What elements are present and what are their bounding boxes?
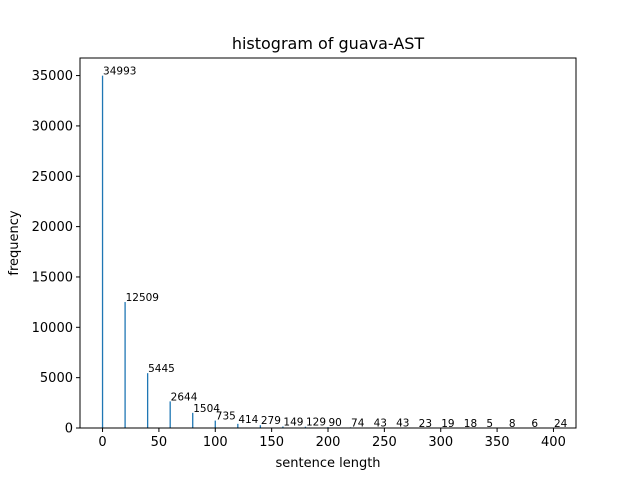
- bar-value-label: 414: [238, 414, 258, 426]
- bar-value-label: 129: [306, 417, 326, 429]
- x-tick-label: 200: [316, 435, 341, 450]
- bar: [282, 426, 284, 428]
- bar-value-label: 12509: [126, 292, 159, 304]
- bar-value-label: 6: [531, 418, 538, 430]
- bar: [214, 420, 216, 428]
- bar-value-label: 8: [509, 418, 516, 430]
- y-axis: 0 5000 10000 15000 20000 25000 30000 35000: [32, 69, 80, 437]
- plot-frame: [79, 57, 577, 429]
- y-tick-label: 0: [65, 422, 73, 437]
- bar-value-label: 74: [351, 417, 365, 429]
- bar-value-label: 90: [329, 417, 342, 429]
- x-tick-label: 150: [259, 435, 284, 450]
- y-tick-label: 20000: [32, 220, 73, 235]
- y-tick-label: 10000: [32, 321, 73, 336]
- bar-value-label: 18: [464, 418, 477, 430]
- bar-value-label: 34993: [103, 66, 136, 78]
- bar-value-label: 735: [216, 411, 236, 423]
- bar-value-label: 24: [554, 418, 568, 430]
- bar-value-label: 279: [261, 415, 281, 427]
- bar: [101, 75, 104, 428]
- bar-value-label: 2644: [171, 391, 198, 403]
- bar: [304, 426, 307, 428]
- x-axis: 0 50 100 150 200 250 300 350 400: [98, 428, 566, 450]
- x-axis-label: sentence length: [275, 456, 380, 471]
- y-axis-label: frequency: [7, 210, 22, 276]
- plot-background: [80, 58, 576, 428]
- bar-value-label: 149: [283, 416, 303, 428]
- bar: [124, 302, 126, 428]
- bar-value-label: 23: [419, 418, 432, 430]
- bar-value-label: 1504: [193, 403, 220, 415]
- bar: [192, 412, 194, 428]
- x-tick-label: 300: [428, 435, 453, 450]
- y-tick-label: 25000: [32, 170, 73, 185]
- x-tick-label: 100: [203, 435, 228, 450]
- y-tick-label: 5000: [40, 371, 73, 386]
- y-tick-label: 15000: [32, 270, 73, 285]
- bar: [146, 373, 149, 428]
- bar-value-label: 19: [441, 418, 454, 430]
- x-tick-label: 0: [98, 435, 106, 450]
- bar-value-label: 43: [396, 418, 409, 430]
- bar: [259, 425, 262, 428]
- bars-group: [101, 75, 555, 428]
- y-tick-label: 30000: [32, 119, 73, 134]
- bar-value-label: 5: [486, 418, 493, 430]
- chart-title: histogram of guava-AST: [232, 34, 425, 53]
- bar-value-label: 43: [374, 418, 387, 430]
- y-tick-label: 35000: [32, 69, 73, 84]
- x-tick-label: 350: [485, 435, 510, 450]
- bar: [237, 423, 239, 428]
- x-tick-label: 400: [541, 435, 566, 450]
- bar-value-label: 5445: [148, 363, 175, 375]
- x-tick-label: 50: [151, 435, 168, 450]
- x-tick-label: 250: [372, 435, 397, 450]
- bar: [169, 401, 171, 428]
